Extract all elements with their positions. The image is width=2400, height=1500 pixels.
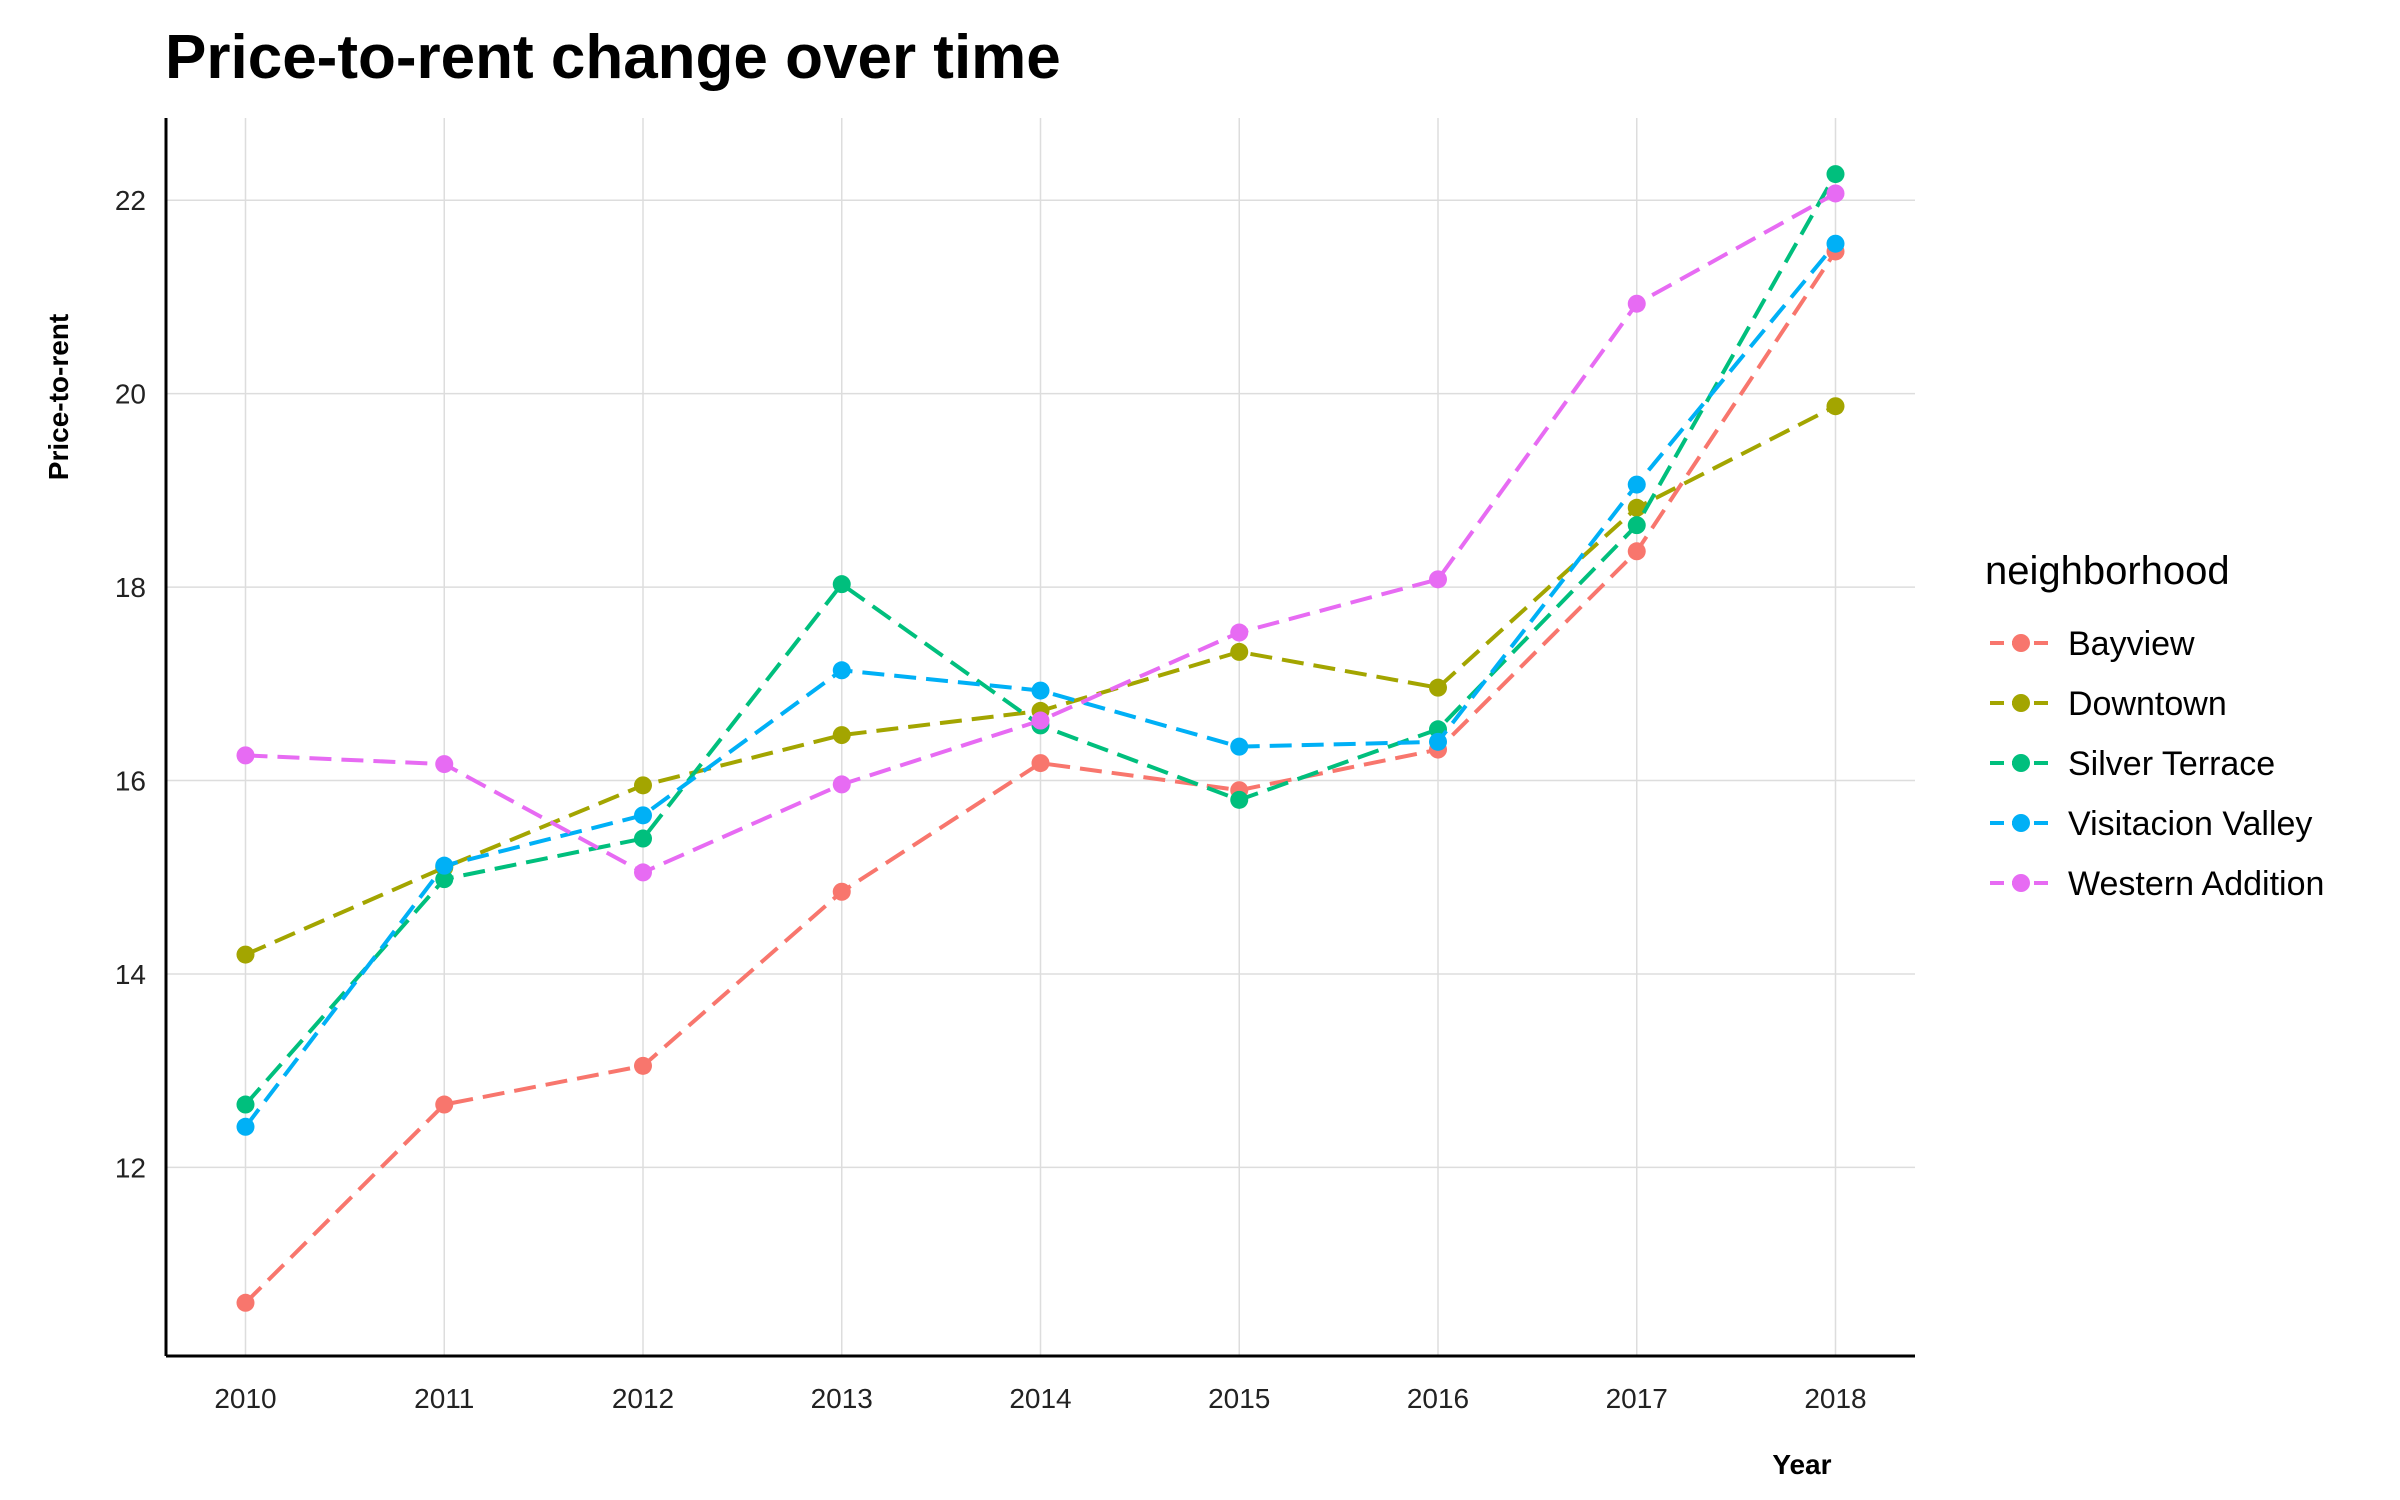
legend-key-point: [2012, 694, 2030, 712]
x-tick-label: 2011: [414, 1383, 474, 1414]
legend-label: Western Addition: [2068, 865, 2324, 903]
x-axis-title: Year: [1772, 1449, 1831, 1480]
y-tick-label: 16: [115, 766, 146, 797]
x-tick-label: 2012: [612, 1383, 674, 1414]
data-point: [634, 806, 652, 825]
data-point: [1627, 542, 1646, 561]
data-point: [1031, 754, 1050, 773]
data-point: [236, 746, 255, 765]
legend-key-point: [2012, 754, 2030, 772]
legend-label: Visitacion Valley: [2068, 805, 2312, 843]
data-point: [236, 945, 255, 964]
legend: neighborhood Bayview Downtown Silver Terra…: [1985, 549, 2324, 903]
legend-label: Downtown: [2068, 685, 2227, 723]
data-point: [634, 829, 652, 848]
data-point: [1230, 623, 1249, 642]
legend-item: Bayview: [1990, 625, 2195, 663]
legend-item: Western Addition: [1990, 865, 2324, 903]
x-tick-label: 2017: [1606, 1383, 1668, 1414]
series-visitacion-valley: [236, 234, 1845, 1136]
data-point: [832, 661, 851, 680]
legend-key-point: [2012, 874, 2030, 892]
data-point: [832, 882, 851, 901]
data-point: [1031, 711, 1050, 730]
data-point: [1627, 475, 1646, 494]
y-tick-label: 12: [115, 1152, 146, 1183]
data-point: [1826, 397, 1845, 416]
y-axis-title: Price-to-rent: [43, 314, 74, 480]
x-tick-label: 2013: [811, 1383, 873, 1414]
x-tick-label: 2010: [214, 1383, 276, 1414]
x-tick-label: 2016: [1407, 1383, 1469, 1414]
data-point: [236, 1293, 255, 1312]
data-point: [1429, 678, 1447, 697]
data-point: [1429, 570, 1447, 589]
data-point: [1627, 294, 1646, 313]
legend-item: Visitacion Valley: [1990, 805, 2312, 843]
data-point: [832, 775, 851, 794]
data-point: [236, 1117, 255, 1136]
data-point: [832, 726, 851, 745]
data-point: [832, 575, 851, 594]
y-tick-label: 18: [115, 572, 146, 603]
tick-labels: 2010 2011 2012 2013 2014 2015 2016 2017 20181214…: [115, 185, 1867, 1414]
data-point: [634, 1056, 652, 1075]
gridlines: [166, 118, 1915, 1356]
legend-key-point: [2012, 814, 2030, 832]
data-point: [634, 863, 652, 882]
data-point: [1031, 681, 1050, 700]
legend-label: Bayview: [2068, 625, 2195, 663]
data-point: [634, 776, 652, 795]
data-point: [1826, 184, 1845, 203]
data-point: [435, 1095, 454, 1114]
legend-label: Silver Terrace: [2068, 745, 2275, 783]
y-tick-label: 14: [115, 959, 146, 990]
data-point: [1627, 516, 1646, 535]
y-tick-label: 22: [115, 185, 146, 216]
data-point: [1230, 737, 1249, 756]
axes: [164, 118, 1915, 1358]
x-tick-label: 2014: [1009, 1383, 1071, 1414]
chart-title: Price-to-rent change over time: [165, 23, 1061, 92]
data-point: [1826, 165, 1845, 184]
y-tick-label: 20: [115, 379, 146, 410]
series-line: [244, 250, 1838, 1305]
legend-item: Silver Terrace: [1990, 745, 2275, 783]
data-point: [236, 1095, 255, 1114]
legend-item: Downtown: [1990, 685, 2227, 723]
data-point: [1627, 498, 1646, 517]
data-point: [435, 755, 454, 774]
x-tick-label: 2015: [1208, 1383, 1270, 1414]
data-point: [1230, 642, 1249, 661]
x-tick-label: 2018: [1804, 1383, 1866, 1414]
data-point: [435, 870, 454, 889]
legend-title: neighborhood: [1985, 549, 2230, 593]
series-western-addition: [236, 184, 1845, 882]
legend-key-point: [2012, 634, 2030, 652]
data-point: [1429, 732, 1447, 751]
series-lines: [236, 165, 1845, 1312]
data-point: [1826, 234, 1845, 253]
data-point: [435, 856, 454, 875]
data-point: [1230, 790, 1249, 809]
